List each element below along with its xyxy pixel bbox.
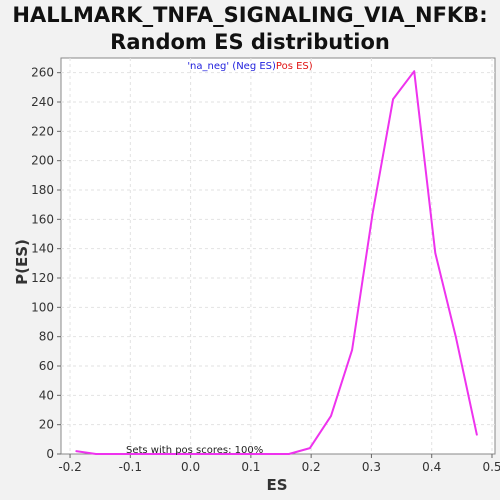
data-point <box>309 447 311 449</box>
legend-pos-label: Pos ES) <box>275 61 313 72</box>
data-point <box>115 453 117 455</box>
data-point <box>392 98 394 100</box>
x-tick-label: 0.0 <box>181 460 200 474</box>
y-tick-label: 100 <box>31 300 54 314</box>
y-tick-label: 120 <box>31 271 54 285</box>
y-tick-label: 20 <box>39 418 54 432</box>
y-tick-label: 240 <box>31 95 54 109</box>
data-point <box>434 252 437 254</box>
data-point <box>95 453 97 455</box>
data-point <box>75 450 77 452</box>
data-point <box>351 349 353 351</box>
data-point <box>288 453 290 455</box>
series-layer <box>75 70 478 455</box>
y-tick-label: 180 <box>31 183 54 197</box>
data-point <box>154 453 157 455</box>
x-tick-label: 0.1 <box>241 460 260 474</box>
y-tick-label: 220 <box>31 124 54 138</box>
y-tick-label: 160 <box>31 212 54 226</box>
plot-area <box>60 57 496 455</box>
chart-title-line-1: HALLMARK_TNFA_SIGNALING_VIA_NFKB: <box>12 3 488 27</box>
x-tick-label: 0.4 <box>422 460 441 474</box>
x-axis-ticks: -0.2 -0.1 0.0 0.1 0.2 0.3 0.4 0.5 <box>58 454 500 474</box>
data-point <box>194 453 197 455</box>
y-tick-label: 200 <box>31 154 54 168</box>
x-tick-label: 0.3 <box>362 460 381 474</box>
x-tick-label: 0.2 <box>302 460 321 474</box>
y-tick-label: 140 <box>31 242 54 256</box>
data-point <box>254 453 256 455</box>
x-tick-label: 0.5 <box>482 460 500 474</box>
data-point <box>174 453 177 455</box>
legend-neg-label: 'na_neg' (Neg ES) <box>187 61 276 72</box>
legend: 'na_neg' (Neg ES)Pos ES) <box>0 61 500 72</box>
grid-lines <box>61 58 495 454</box>
data-point <box>134 453 137 455</box>
y-tick-label: 40 <box>39 388 54 402</box>
chart-title-line-2: Random ES distribution <box>110 30 390 54</box>
x-tick-label: -0.1 <box>119 460 142 474</box>
pos-scores-annotation: Sets with pos scores: 100% <box>126 445 264 456</box>
x-tick-label: -0.2 <box>58 460 81 474</box>
data-point <box>214 453 217 455</box>
y-axis-ticks: 0 20 40 60 80 100 120 140 160 180 200 220 240 260 <box>31 66 61 461</box>
data-point <box>455 335 457 338</box>
data-point <box>476 434 478 436</box>
x-axis-label: ES <box>266 476 288 494</box>
data-point <box>371 212 374 215</box>
data-point <box>330 415 332 417</box>
data-point <box>274 453 276 455</box>
y-tick-label: 80 <box>39 330 54 344</box>
y-axis-label-wrap: P(ES) <box>7 232 37 292</box>
chart-title: HALLMARK_TNFA_SIGNALING_VIA_NFKB: Random… <box>0 2 500 56</box>
data-point <box>413 70 416 72</box>
y-tick-label: 260 <box>31 66 54 80</box>
y-tick-label: 0 <box>46 447 54 461</box>
data-point <box>234 453 236 455</box>
y-tick-label: 60 <box>39 359 54 373</box>
y-axis-label: P(ES) <box>13 239 31 285</box>
